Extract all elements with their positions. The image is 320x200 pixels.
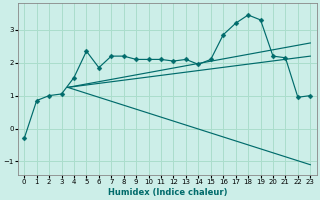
X-axis label: Humidex (Indice chaleur): Humidex (Indice chaleur)	[108, 188, 227, 197]
